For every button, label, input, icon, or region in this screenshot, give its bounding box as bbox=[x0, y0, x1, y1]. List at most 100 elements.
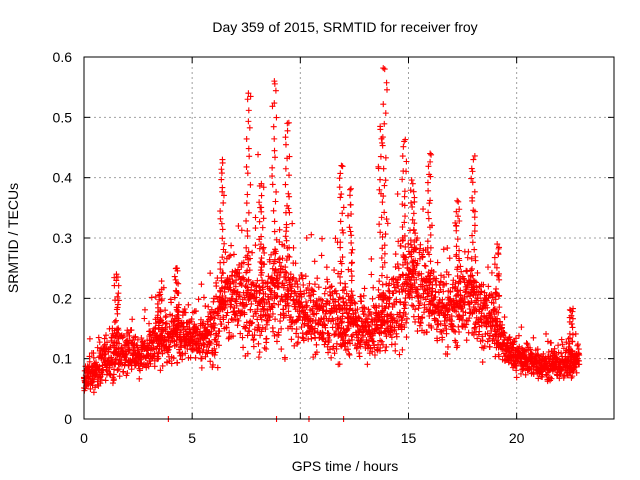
data-point bbox=[402, 213, 409, 220]
data-point bbox=[568, 364, 575, 371]
data-point bbox=[348, 288, 355, 295]
data-point bbox=[113, 277, 120, 284]
data-point bbox=[444, 245, 451, 252]
data-point bbox=[379, 142, 386, 149]
data-point bbox=[399, 201, 406, 208]
data-point bbox=[568, 312, 575, 319]
data-point bbox=[347, 228, 354, 235]
data-point bbox=[399, 176, 406, 183]
data-point bbox=[96, 339, 103, 346]
data-point bbox=[269, 103, 276, 110]
data-point bbox=[361, 285, 368, 292]
data-point bbox=[399, 317, 406, 324]
data-point bbox=[270, 279, 277, 286]
data-point bbox=[295, 334, 302, 341]
data-point bbox=[339, 254, 346, 261]
data-point bbox=[275, 256, 282, 263]
data-point bbox=[274, 293, 281, 300]
data-point bbox=[433, 326, 440, 333]
data-point bbox=[478, 310, 485, 317]
y-axis-label: SRMTID / TECUs bbox=[5, 183, 21, 293]
data-point bbox=[219, 235, 226, 242]
data-point bbox=[213, 279, 220, 286]
data-point bbox=[207, 270, 214, 277]
data-point bbox=[456, 247, 463, 254]
data-point bbox=[348, 273, 355, 280]
data-point bbox=[453, 243, 460, 250]
data-point bbox=[408, 177, 415, 184]
data-point bbox=[462, 324, 469, 331]
data-point bbox=[331, 350, 338, 357]
data-point bbox=[114, 301, 121, 308]
data-point bbox=[443, 280, 450, 287]
data-point bbox=[439, 334, 446, 341]
data-point bbox=[332, 298, 339, 305]
data-point bbox=[424, 249, 431, 256]
data-point bbox=[471, 278, 478, 285]
plot-frame bbox=[83, 56, 615, 420]
data-point bbox=[101, 335, 108, 342]
data-point bbox=[282, 264, 289, 271]
data-points bbox=[80, 65, 583, 422]
data-point bbox=[470, 284, 477, 291]
data-point bbox=[343, 299, 350, 306]
data-point bbox=[512, 335, 519, 342]
data-point bbox=[381, 242, 388, 249]
data-point bbox=[356, 353, 363, 360]
data-point bbox=[486, 332, 493, 339]
data-point bbox=[332, 287, 339, 294]
data-point bbox=[233, 277, 240, 284]
data-point bbox=[286, 172, 293, 179]
data-point bbox=[302, 273, 309, 280]
data-point bbox=[410, 210, 417, 217]
data-point bbox=[576, 361, 583, 368]
data-point bbox=[299, 275, 306, 282]
data-point bbox=[339, 315, 346, 322]
data-point bbox=[371, 342, 378, 349]
data-point bbox=[113, 271, 120, 278]
data-point bbox=[275, 284, 282, 291]
data-point bbox=[440, 246, 447, 253]
data-point bbox=[259, 224, 266, 231]
data-point bbox=[423, 329, 430, 336]
data-point bbox=[412, 306, 419, 313]
data-point bbox=[452, 219, 459, 226]
data-point bbox=[411, 238, 418, 245]
data-point bbox=[119, 334, 126, 341]
data-point bbox=[447, 288, 454, 295]
data-point bbox=[366, 323, 373, 330]
data-point bbox=[339, 163, 346, 170]
data-point bbox=[388, 334, 395, 341]
data-point bbox=[474, 269, 481, 276]
data-point bbox=[359, 333, 366, 340]
data-point bbox=[111, 319, 118, 326]
data-point bbox=[146, 320, 153, 327]
data-point bbox=[237, 330, 244, 337]
data-point bbox=[395, 238, 402, 245]
data-point bbox=[573, 369, 580, 376]
data-point bbox=[284, 253, 291, 260]
data-point bbox=[403, 254, 410, 261]
data-point bbox=[215, 333, 222, 340]
data-point bbox=[345, 350, 352, 357]
data-point bbox=[175, 280, 182, 287]
data-point bbox=[404, 280, 411, 287]
x-tick-label: 15 bbox=[401, 430, 417, 446]
data-point bbox=[269, 274, 276, 281]
data-point bbox=[381, 182, 388, 189]
data-point bbox=[409, 268, 416, 275]
data-point bbox=[496, 326, 503, 333]
data-point bbox=[379, 264, 386, 271]
data-point bbox=[488, 327, 495, 334]
data-point bbox=[192, 354, 199, 361]
data-point bbox=[324, 278, 331, 285]
data-point bbox=[271, 300, 278, 307]
data-point bbox=[413, 276, 420, 283]
data-point bbox=[335, 296, 342, 303]
data-point bbox=[244, 96, 251, 103]
data-point bbox=[445, 271, 452, 278]
data-point bbox=[253, 310, 260, 317]
data-point bbox=[218, 166, 225, 173]
data-point bbox=[273, 188, 280, 195]
data-point bbox=[105, 368, 112, 375]
